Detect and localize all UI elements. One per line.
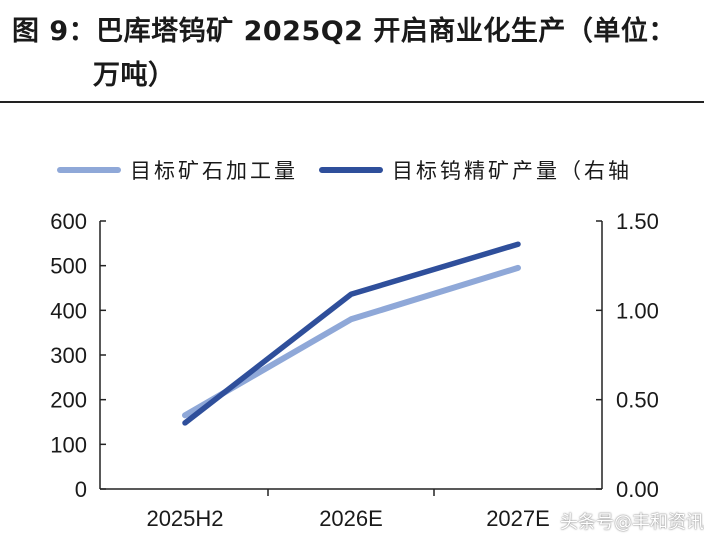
x-tick-label: 2025H2 (146, 506, 223, 531)
x-tick-label: 2026E (319, 506, 383, 531)
left-tick-label: 400 (50, 298, 87, 323)
legend: 目标矿石加工量 目标钨精矿产量（右轴 (57, 159, 632, 183)
left-tick-label: 600 (50, 209, 87, 234)
right-tick-label: 1.50 (616, 209, 659, 234)
left-tick-label: 300 (50, 343, 87, 368)
series-line-2 (182, 241, 521, 426)
watermark: 头条号@丰和资讯 (560, 512, 704, 533)
left-tick-label: 500 (50, 254, 87, 279)
right-tick-label: 0.00 (616, 477, 659, 502)
right-tick-label: 1.00 (616, 298, 659, 323)
figure-title: 图 9：巴库塔钨矿 2025Q2 开启商业化生产（单位： 万吨） (12, 10, 692, 98)
figure-title-line2: 万吨） (93, 60, 176, 91)
series-line-1 (182, 264, 521, 419)
x-tick-label: 2027E (486, 506, 550, 531)
legend-label-2: 目标钨精矿产量（右轴 (392, 159, 632, 183)
left-tick-label: 100 (50, 432, 87, 457)
axes: 0 100 200 300 400 500 600 0.00 0.50 1.00 1.50 2025H… (50, 209, 659, 531)
right-tick-label: 0.50 (616, 388, 659, 413)
title-divider (0, 101, 704, 103)
left-tick-label: 0 (75, 477, 87, 502)
legend-label-1: 目标矿石加工量 (130, 159, 298, 183)
series-lines (182, 241, 521, 426)
left-tick-label: 200 (50, 388, 87, 413)
figure-title-line1: 图 9：巴库塔钨矿 2025Q2 开启商业化生产（单位： (12, 16, 676, 47)
